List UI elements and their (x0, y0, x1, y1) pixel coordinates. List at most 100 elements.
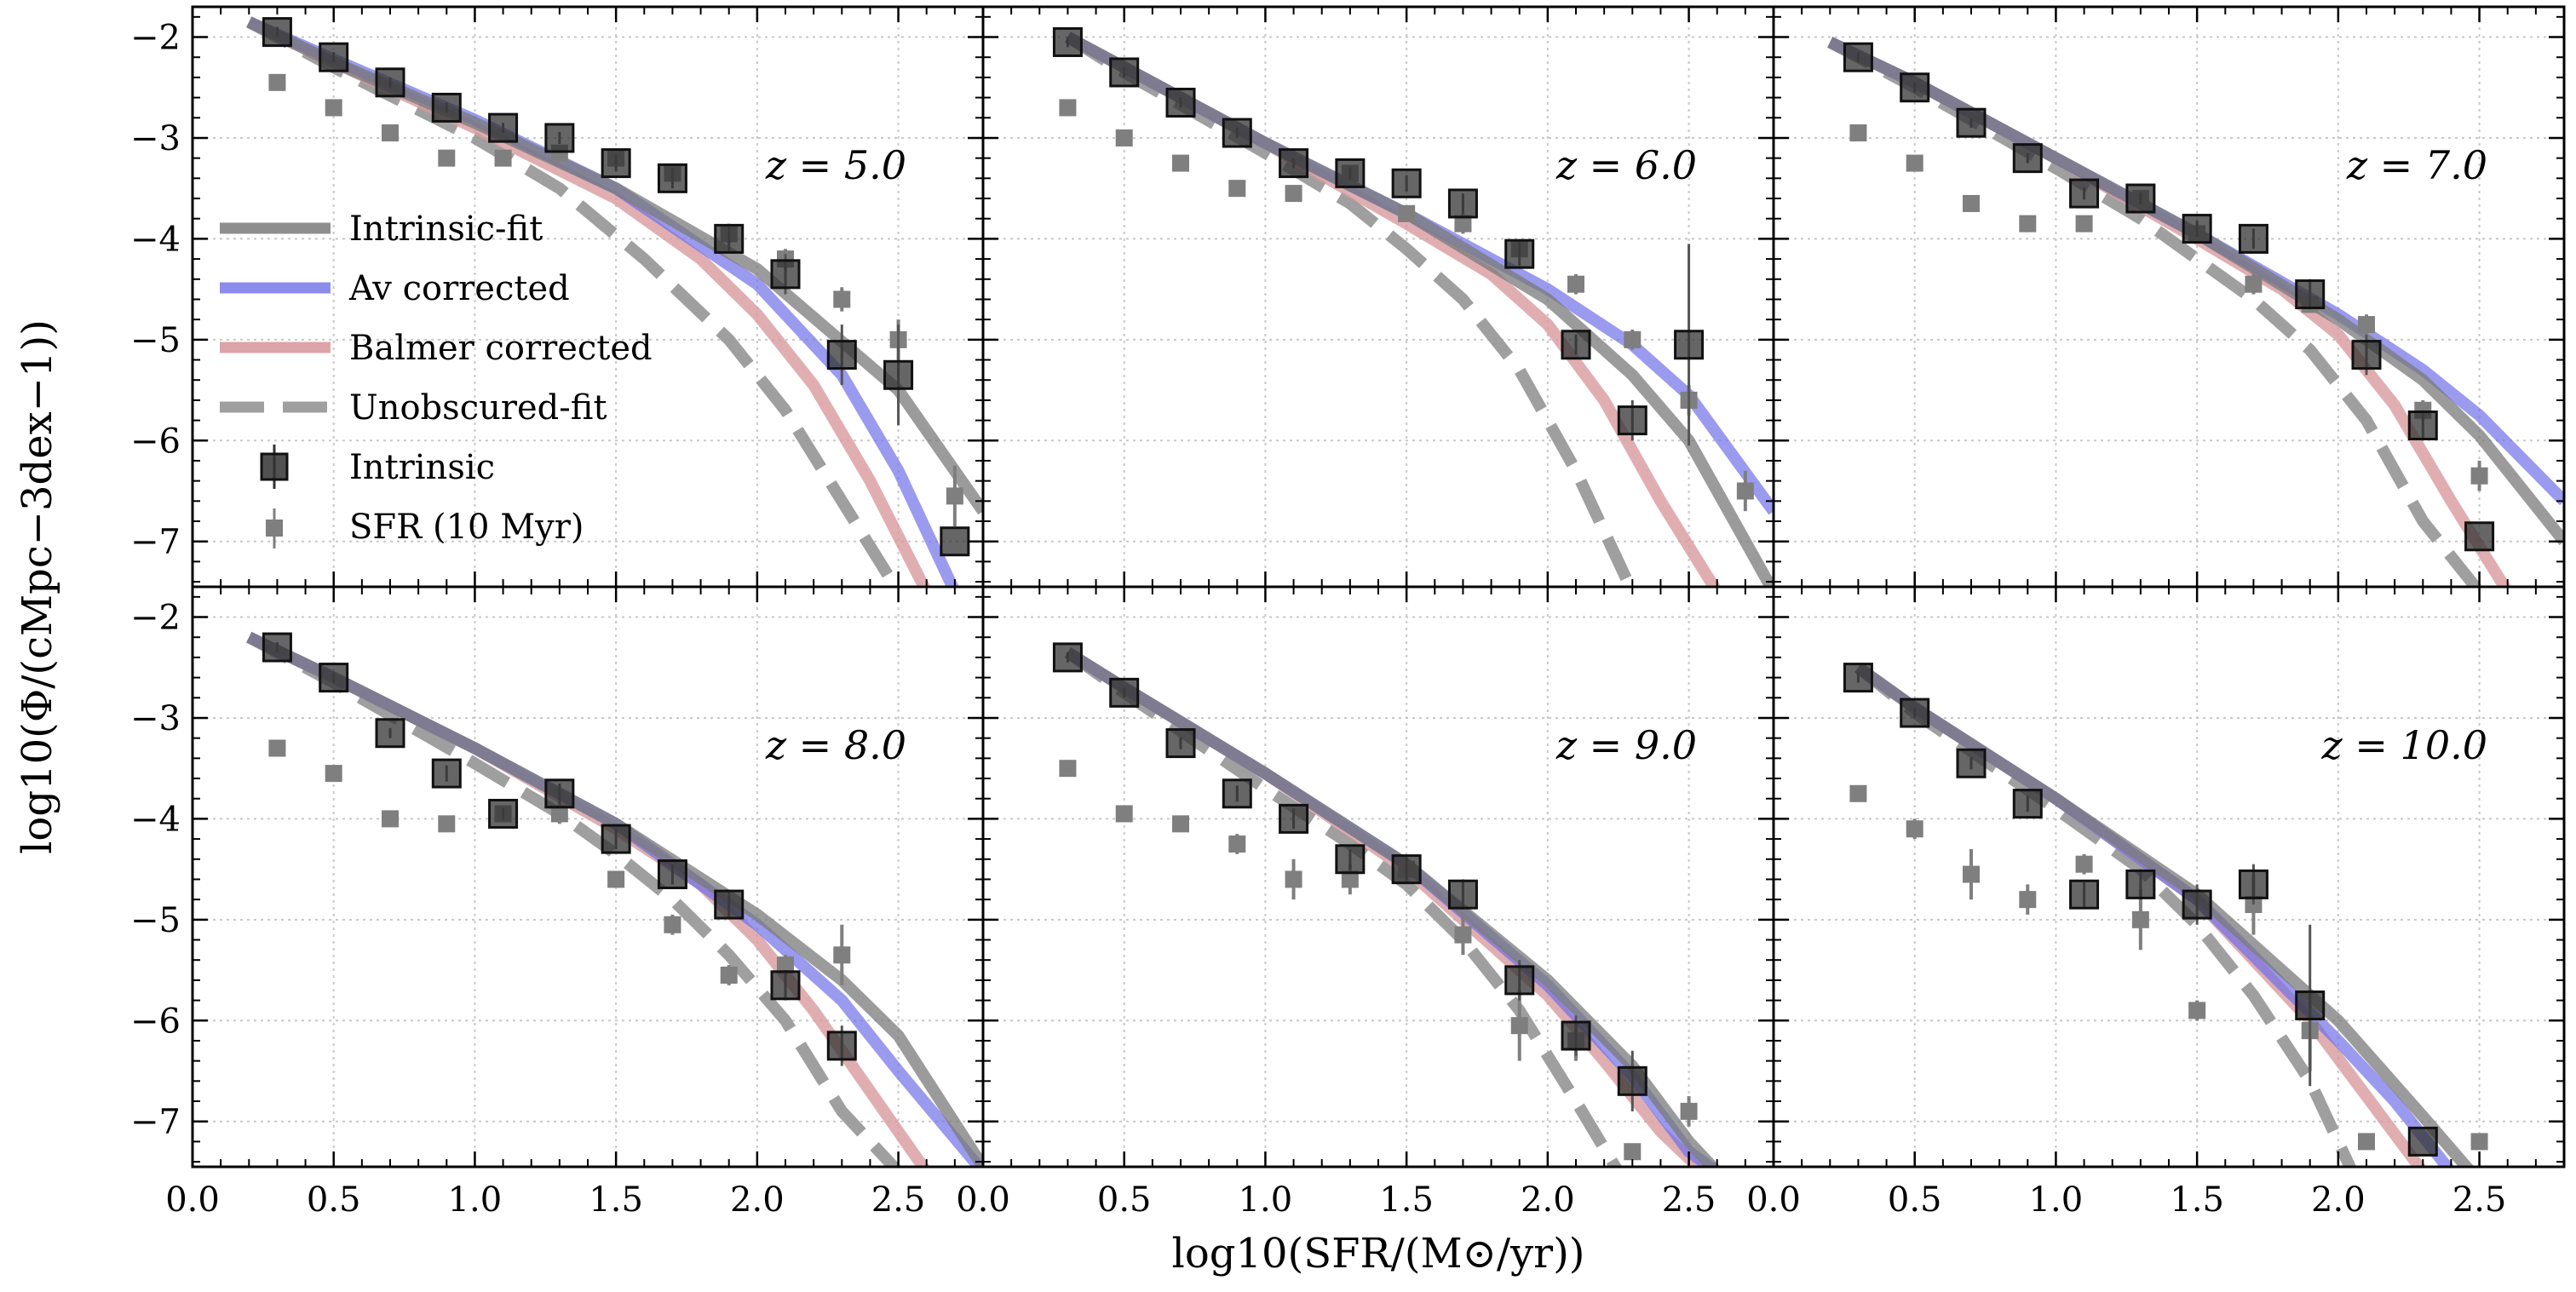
panel-6: 0.0 0.5 1.0 1.5 2.0 2.5 z = 10.0 (1746, 585, 2566, 1220)
intrinsic-point (2012, 789, 2043, 819)
panel-3: z = 7.0 (1772, 5, 2566, 589)
y-tick-label: −6 (130, 1002, 181, 1041)
sfr10-point (382, 810, 399, 828)
sfr10-point (1059, 99, 1077, 117)
y-tick-label: −5 (130, 321, 181, 360)
sfr10-point (720, 966, 738, 984)
sfr10-point (494, 149, 512, 167)
intrinsic-point (1391, 854, 1422, 885)
intrinsic-point (431, 758, 462, 789)
intrinsic-point (262, 17, 292, 48)
sfr10-point (2358, 1133, 2375, 1151)
plot-area (1826, 37, 2564, 587)
y-tick-label: −4 (130, 800, 181, 839)
sfr10-point (833, 946, 851, 964)
y-tick-label: −7 (130, 1103, 181, 1142)
y-tick-label: −7 (130, 523, 181, 562)
intrinsic-point (2069, 178, 2100, 209)
intrinsic-point (770, 259, 801, 290)
x-tick-label: 1.5 (589, 1180, 643, 1220)
series-line-balmer-corrected (1065, 32, 1722, 587)
intrinsic-point (1391, 168, 1422, 198)
sfr10-point (2470, 1133, 2488, 1151)
intrinsic-point (1900, 698, 1930, 728)
redshift-label: z = 8.0 (765, 722, 906, 768)
sfr10-point (1285, 870, 1302, 888)
panel-grid: −2−3−4−5−6−7z = 5.0 z = 6.0 z = 7.0−2−3−4−… (130, 5, 2566, 1220)
sfr10-point (1059, 760, 1077, 778)
series-line-unobscured-fit (1064, 32, 1637, 587)
legend-label-intrinsic: Intrinsic (349, 448, 495, 487)
sfr10-point (1906, 154, 1923, 172)
x-tick-label: 0.0 (1746, 1180, 1801, 1220)
intrinsic-point (488, 798, 519, 829)
sfr10-point (1228, 180, 1246, 198)
intrinsic-point (1843, 42, 1873, 72)
sfr10-point (607, 870, 625, 888)
intrinsic-point (2295, 991, 2326, 1021)
y-tick-label: −2 (130, 19, 181, 58)
intrinsic-point (488, 112, 519, 143)
sfr10-point (1849, 784, 1867, 802)
intrinsic-point (262, 632, 292, 663)
intrinsic-point (1617, 405, 1647, 436)
redshift-label: z = 10.0 (2321, 722, 2487, 768)
x-tick-label: 1.0 (1239, 1180, 1293, 1220)
series-line-unobscured-fit (1064, 647, 1623, 1167)
panel-2: z = 6.0 (981, 5, 1775, 589)
intrinsic-point (319, 663, 349, 693)
intrinsic-point (601, 148, 631, 179)
series-line-unobscured-fit (1826, 37, 2483, 587)
intrinsic-point (2295, 279, 2326, 310)
sfr10-point (1567, 275, 1584, 293)
sfr10-point (1172, 154, 1189, 172)
sfr10-point (946, 487, 963, 505)
sfr10-point (1115, 805, 1133, 823)
intrinsic-point (2407, 411, 2438, 441)
legend: Intrinsic-fit Av corrected Balmer correc… (220, 210, 653, 548)
sfr10-point (1285, 185, 1302, 203)
intrinsic-point (1052, 26, 1083, 57)
sfr10-point (2019, 891, 2037, 909)
intrinsic-point (2238, 869, 2268, 899)
legend-label-sfr10: SFR (10 Myr) (349, 508, 584, 547)
redshift-label: z = 5.0 (765, 142, 906, 188)
legend-item-unobscured-fit: Unobscured-fit (220, 388, 607, 428)
intrinsic-point (1279, 148, 1309, 179)
x-tick-label: 1.5 (2170, 1180, 2224, 1220)
intrinsic-point (1109, 677, 1140, 708)
intrinsic-point (2125, 869, 2156, 899)
intrinsic-point (601, 824, 631, 854)
intrinsic-point (2238, 223, 2268, 254)
legend-item-intrinsic-fit: Intrinsic-fit (220, 210, 543, 249)
legend-item-sfr10: SFR (10 Myr) (266, 508, 584, 548)
sfr10-point (550, 805, 568, 823)
y-tick-label: −6 (130, 422, 181, 461)
series-line-unobscured-fit (245, 632, 902, 1167)
intrinsic-point (714, 889, 745, 920)
intrinsic-point (2125, 183, 2156, 214)
sfr10-point (2245, 275, 2263, 293)
series-line-intrinsic-fit (1065, 32, 1774, 587)
series-line-intrinsic-fit (1064, 647, 1721, 1167)
y-tick-label: −3 (130, 119, 181, 158)
sfr10-point (1341, 870, 1359, 888)
y-axis-label: log10(Φ/(cMpc−3dex−1)) (14, 319, 61, 854)
x-tick-label: 1.5 (1379, 1180, 1434, 1220)
sfr10-point (325, 765, 342, 783)
intrinsic-point (1447, 879, 1478, 910)
legend-label-intrinsic-fit: Intrinsic-fit (349, 210, 543, 249)
intrinsic-point (1617, 1065, 1647, 1096)
sfr10-point (268, 73, 286, 91)
x-tick-label: 1.0 (2029, 1180, 2084, 1220)
intrinsic-point (1165, 728, 1196, 759)
intrinsic-point (1109, 57, 1140, 88)
sfr10-point (1963, 865, 1980, 883)
y-tick-label: −3 (130, 699, 181, 738)
legend-item-intrinsic: Intrinsic (260, 445, 495, 489)
sfr10-point (1454, 926, 1472, 944)
intrinsic-point (375, 718, 405, 749)
y-tick-label: −2 (130, 599, 181, 638)
x-tick-label: 2.5 (2452, 1180, 2507, 1220)
intrinsic-point (1335, 158, 1366, 188)
